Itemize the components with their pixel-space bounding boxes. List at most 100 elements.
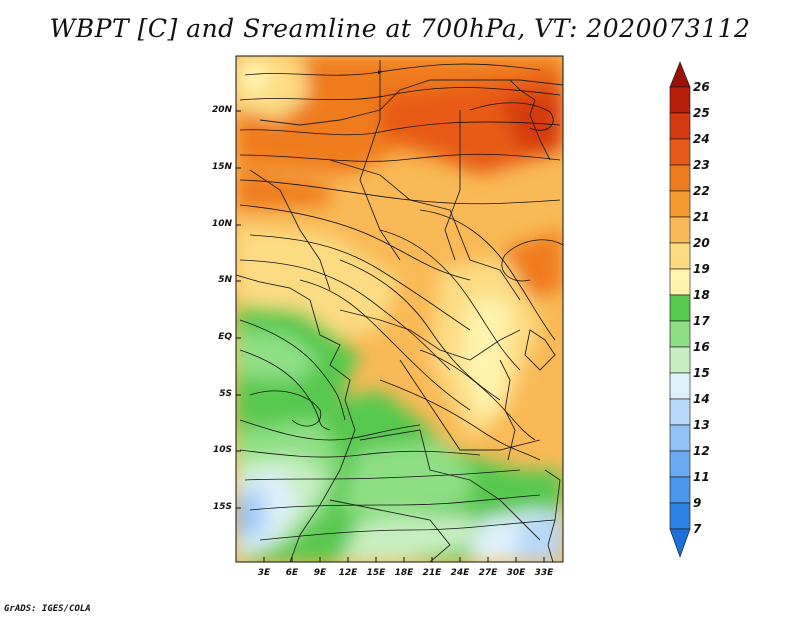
colorbar-segment [669, 372, 691, 400]
west-coastline [236, 274, 356, 562]
field-region-24 [380, 70, 563, 175]
colorbar-segment [669, 502, 691, 530]
colorbar-label: 23 [693, 158, 710, 172]
border-central [329, 159, 521, 301]
colorbar-label: 19 [693, 262, 710, 276]
lake-victoria [524, 329, 556, 371]
colorbar-segment [669, 112, 691, 140]
field-region-25 [500, 90, 563, 150]
colorbar-label: 18 [693, 288, 710, 302]
colorbar-segment [669, 242, 691, 270]
colorbar-label: 17 [693, 314, 710, 328]
border-sahel-north [259, 79, 563, 126]
border-south-3 [329, 499, 451, 562]
border-northeast [509, 79, 551, 161]
lat-label: 10N [211, 219, 232, 229]
colorbar-segment [669, 424, 691, 452]
colorbar-label: 22 [693, 184, 710, 198]
border-north-south [359, 60, 401, 261]
border-south-2 [359, 429, 541, 541]
lat-label: 20N [211, 105, 232, 115]
colorbar-label: 26 [693, 80, 710, 94]
lon-label: 30E [506, 568, 526, 578]
lon-label: 12E [338, 568, 358, 578]
streamline [239, 259, 451, 371]
streamline [244, 63, 541, 76]
field-region-19-nw [236, 60, 270, 95]
colorbar-label: 15 [693, 366, 710, 380]
field-region-22-west [236, 170, 330, 210]
border-east [444, 110, 461, 261]
map-title: WBPT [C] and Sreamline at 700hPa, VT: 20… [49, 14, 751, 43]
lat-label: 15S [212, 502, 232, 512]
streamline [299, 279, 471, 411]
colorbar-label: 20 [693, 236, 710, 250]
streamline [239, 153, 561, 162]
streamline [239, 319, 346, 421]
colorbar-segment [669, 476, 691, 504]
lat-label: 5S [219, 389, 232, 399]
colorbar-label: 14 [693, 392, 710, 406]
border-south-1 [399, 359, 541, 451]
field-region-16-south [340, 515, 480, 562]
lon-label: 21E [422, 568, 442, 578]
lon-label: 24E [450, 568, 470, 578]
lon-label: 6E [285, 568, 299, 578]
colorbar-segment [669, 450, 691, 478]
lat-label: EQ [218, 332, 232, 342]
streamline [239, 87, 561, 101]
temperature-field [236, 56, 563, 562]
streamline [379, 379, 541, 461]
streamline [419, 349, 536, 441]
streamline-gyre [469, 102, 554, 131]
field-region-13 [236, 500, 255, 535]
colorbar-segment [669, 528, 691, 558]
streamline [379, 229, 521, 371]
colorbar-label: 21 [693, 210, 710, 224]
streamline [249, 234, 471, 331]
credit-text: GrADS: IGES/COLA [4, 604, 91, 614]
streamlines [239, 63, 563, 541]
field-region-18-se [540, 480, 563, 515]
lon-label: 15E [366, 568, 386, 578]
colorbar-label: 12 [693, 444, 710, 458]
lat-label: 15N [211, 162, 232, 172]
lon-label: 18E [394, 568, 414, 578]
streamline [239, 179, 561, 205]
axis-ticks [236, 110, 545, 562]
colorbar-segment [669, 164, 691, 192]
colorbar-segment [669, 61, 691, 88]
lon-label: 33E [534, 568, 554, 578]
colorbar-segment [669, 346, 691, 374]
streamline [239, 204, 471, 281]
streamline [259, 519, 556, 541]
colorbar-segment [669, 398, 691, 426]
colorbar-label: 9 [693, 496, 702, 510]
colorbar-label: 16 [693, 340, 710, 354]
colorbar-segment [669, 268, 691, 296]
colorbar-label: 7 [693, 522, 702, 536]
field-region-19-east [460, 300, 510, 420]
field-region-17-south [340, 440, 470, 520]
streamline [419, 209, 556, 341]
colorbar-label: 25 [693, 106, 710, 120]
colorbar [669, 61, 691, 558]
colorbar-segment [669, 216, 691, 244]
lon-label: 9E [313, 568, 327, 578]
field-region-22-east [500, 230, 563, 300]
lon-label: 27E [478, 568, 498, 578]
streamline-vortex [249, 390, 322, 427]
field-region-17-west [236, 330, 320, 380]
border-equator [339, 309, 521, 361]
colorbar-segment [669, 138, 691, 166]
colorbar-segment [669, 320, 691, 348]
colorbar-segment [669, 190, 691, 218]
colorbar-label: 11 [693, 470, 710, 484]
colorbar-segment [669, 86, 691, 114]
streamline [239, 419, 421, 441]
colorbar-label: 24 [693, 132, 710, 146]
streamline [249, 494, 541, 511]
lat-label: 5N [218, 275, 232, 285]
streamline [239, 449, 481, 458]
